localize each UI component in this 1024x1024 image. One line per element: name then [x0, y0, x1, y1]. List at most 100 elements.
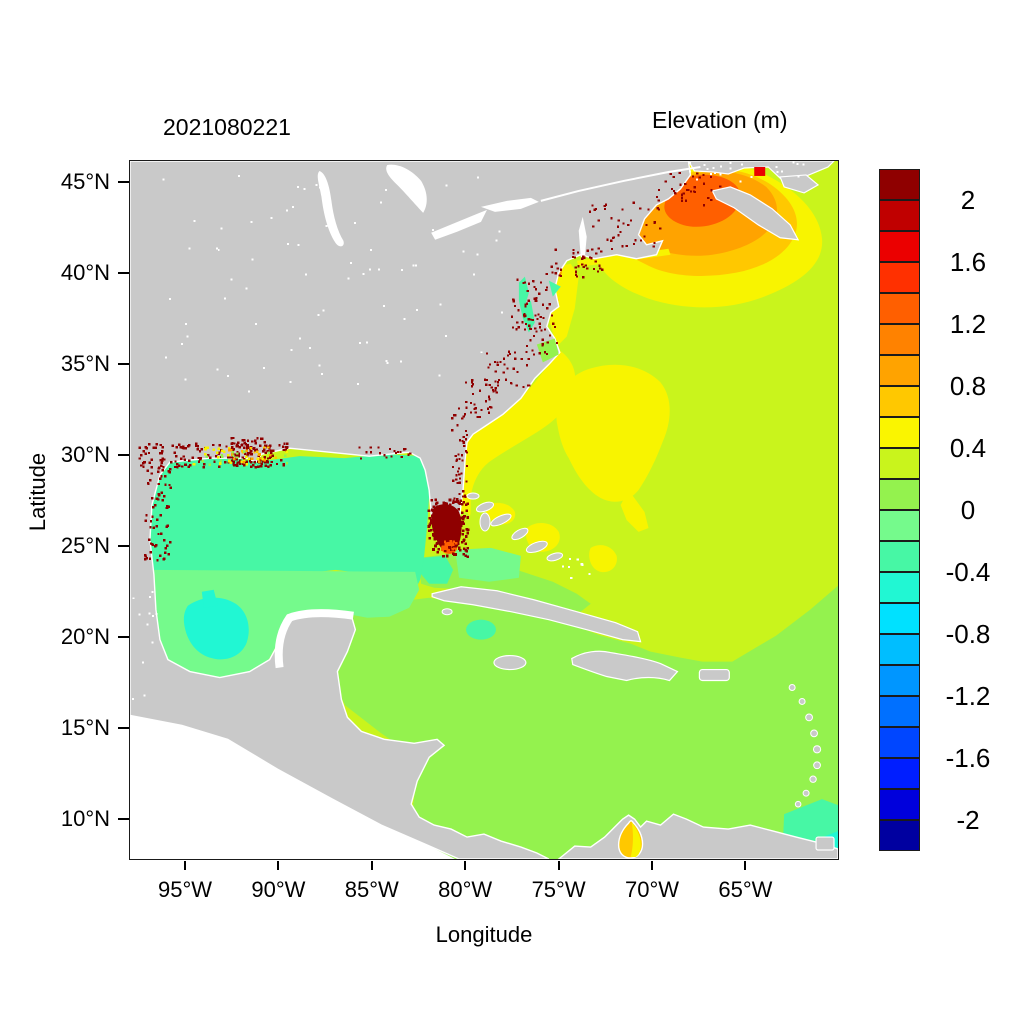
x-tick-mark [370, 861, 373, 870]
y-tick-label: 30°N [60, 442, 110, 467]
colorbar-segment [879, 634, 920, 665]
region-nj-coastal-yellow [549, 263, 579, 347]
region-gulf-north-turquoise [149, 454, 430, 590]
colorbar-segment [879, 262, 920, 293]
y-tick-label: 35°N [60, 351, 110, 376]
colorbar-labels: 2 1.6 1.2 0.8 0.4 0 -0.4 -0.8 -1.2 -1.6 -2 [925, 169, 1011, 851]
x-tick-label: 80°W [438, 877, 493, 902]
region-bahamas-yellow-3 [589, 545, 617, 573]
colorbar-segment [879, 572, 920, 603]
region-yellow-tail [620, 490, 649, 532]
region-nova-scotia [711, 186, 800, 241]
colorbar-segment [879, 448, 920, 479]
y-tick-label: 45°N [60, 169, 110, 194]
y-tick-label: 40°N [60, 260, 110, 285]
colorbar-segment [879, 417, 920, 448]
y-tick-mark [118, 454, 129, 456]
colorbar-title: Elevation (m) [652, 107, 788, 133]
region-jamaica [493, 654, 527, 671]
region-fundy-red-spot [754, 166, 766, 176]
region-isle-of-youth [441, 608, 453, 616]
colorbar-tick-label: 1.6 [949, 247, 987, 277]
y-tick-mark [118, 636, 129, 638]
colorbar-segment [879, 727, 920, 758]
colorbar-segment [879, 789, 920, 820]
colorbar-tick-label: -2 [956, 805, 980, 835]
y-tick-mark [118, 363, 129, 365]
colorbar-tick-label: -0.4 [945, 557, 991, 587]
colorbar-tick-label: 0 [960, 495, 976, 525]
x-tick-mark [184, 861, 186, 870]
region-puerto-rico [698, 668, 730, 682]
y-tick-mark [118, 272, 129, 274]
region-offshore-yellow-patch [556, 364, 670, 502]
colorbar-segment [879, 696, 920, 727]
colorbar-tick-label: 0.4 [949, 433, 987, 463]
colorbar-tick-label: -1.2 [945, 681, 991, 711]
colorbar-tick-label: 0.8 [949, 371, 987, 401]
region-trinidad [815, 836, 835, 851]
colorbar-tick-label: 2 [960, 185, 976, 215]
region-cuba [431, 586, 642, 643]
y-tick-label: 10°N [60, 806, 110, 831]
region-campeche-teal-tendril [201, 589, 218, 608]
region-cape-breton [779, 174, 820, 194]
colorbar-segment [879, 665, 920, 696]
colorbar [879, 169, 920, 851]
region-lake-maracaibo [617, 820, 644, 859]
y-tick-mark [118, 545, 129, 547]
x-tick-label: 75°W [531, 877, 586, 902]
timestamp-title: 2021080221 [163, 114, 291, 140]
colorbar-tick-label: 1.2 [949, 309, 987, 339]
region-cuba-south-teal-patch [466, 619, 496, 640]
x-tick-label: 70°W [624, 877, 680, 902]
map-plot [129, 160, 839, 860]
x-tick-mark [464, 861, 467, 870]
x-tick-mark [557, 861, 560, 870]
great-lakes [317, 164, 701, 259]
region-pacific-nodata [130, 715, 456, 859]
x-tick-mark [277, 861, 280, 870]
y-tick-label: 15°N [60, 715, 110, 740]
y-tick-label: 25°N [60, 533, 110, 558]
x-tick-mark [744, 861, 747, 870]
region-nw-bahamas-lightgreen [455, 547, 521, 582]
colorbar-segment [879, 293, 920, 324]
x-tick-label: 90°W [251, 877, 306, 902]
region-campeche-teal-patch [183, 597, 249, 660]
colorbar-segment [879, 479, 920, 510]
colorbar-segment [879, 169, 920, 200]
colorbar-segment [879, 541, 920, 572]
colorbar-segment [879, 355, 920, 386]
y-tick-label: 20°N [60, 624, 110, 649]
y-tick-mark [118, 727, 129, 729]
region-lesser-antilles [788, 684, 822, 808]
region-delaware-bay [548, 280, 561, 297]
colorbar-segment [879, 200, 920, 231]
x-tick-label: 85°W [344, 877, 399, 902]
x-tick-mark [651, 861, 653, 870]
yucatan-white-coastal-band [274, 609, 354, 669]
region-bay-of-fundy-orange-core [664, 174, 741, 227]
colorbar-tick-label: -1.6 [945, 743, 991, 773]
x-tick-label: 95°W [157, 877, 213, 902]
colorbar-segment [879, 758, 920, 789]
y-tick-mark [118, 818, 129, 820]
y-tick-mark [118, 181, 129, 183]
colorbar-segment [879, 820, 920, 851]
region-se-coastal-yellow-band [459, 350, 576, 516]
x-tick-label: 65°W [718, 877, 773, 902]
x-axis-title: Longitude [435, 922, 533, 947]
colorbar-segment [879, 231, 920, 262]
region-caribbean-sea [327, 585, 838, 859]
region-florida-bay-teal [419, 555, 454, 584]
colorbar-segment [879, 324, 920, 355]
region-hispaniola [571, 650, 679, 682]
colorbar-segment [879, 510, 920, 541]
colorbar-segment [879, 386, 920, 417]
colorbar-tick-label: -0.8 [945, 619, 991, 649]
region-bahamas [466, 492, 564, 562]
elevation-map [130, 161, 838, 859]
colorbar-segment [879, 603, 920, 634]
